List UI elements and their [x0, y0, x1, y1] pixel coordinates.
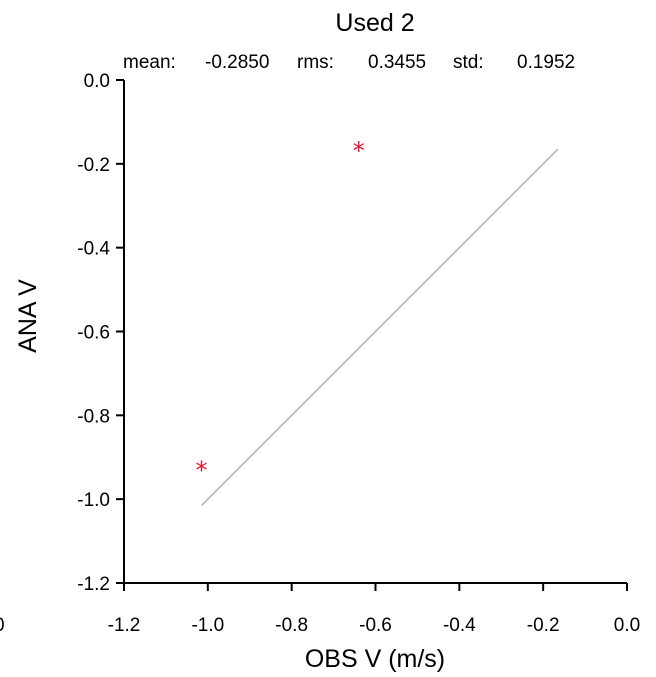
x-tick-label: -1.2 [108, 615, 141, 636]
rms-value: 0.3455 [368, 52, 426, 73]
y-axis-label: ANA V [14, 279, 42, 353]
stats-line: mean: -0.2850 rms: 0.3455 std: 0.1952 [123, 52, 575, 73]
x-tick-label: -0.8 [275, 615, 308, 636]
x-axis-ticks: -1.2 -1.0 -0.8 -0.6 -0.4 -0.2 0.0 [108, 583, 640, 636]
x-tick-label: -1.0 [191, 615, 224, 636]
y-tick-label: -0.2 [77, 155, 110, 176]
reference-line [200, 148, 559, 507]
data-points: ** [196, 137, 365, 485]
y-tick-label: -0.4 [77, 239, 110, 260]
y-axis-ticks: 0.0 -0.2 -0.4 -0.6 -0.8 -1.0 -1.2 [77, 71, 124, 595]
x-tick-label: 0.0 [614, 615, 640, 636]
y-tick-label: -1.2 [77, 574, 110, 595]
x-tick-label: -0.2 [527, 615, 560, 636]
rms-label: rms: [297, 52, 334, 73]
y-tick-label: 0.0 [84, 71, 110, 92]
y-tick-label: -0.8 [77, 406, 110, 427]
y-tick-label: -1.0 [77, 490, 110, 511]
x-tick-label: -0.4 [443, 615, 476, 636]
x-axis-label: OBS V (m/s) [305, 645, 445, 673]
data-point: * [353, 137, 365, 165]
mean-label: mean: [123, 52, 176, 73]
clipped-tick-label: 0 [0, 615, 5, 636]
mean-value: -0.2850 [205, 52, 269, 73]
x-tick-label: -0.6 [359, 615, 392, 636]
std-label: std: [453, 52, 484, 73]
chart-title: Used 2 [335, 9, 414, 37]
data-point: * [196, 457, 208, 485]
std-value: 0.1952 [517, 52, 575, 73]
y-tick-label: -0.6 [77, 323, 110, 344]
